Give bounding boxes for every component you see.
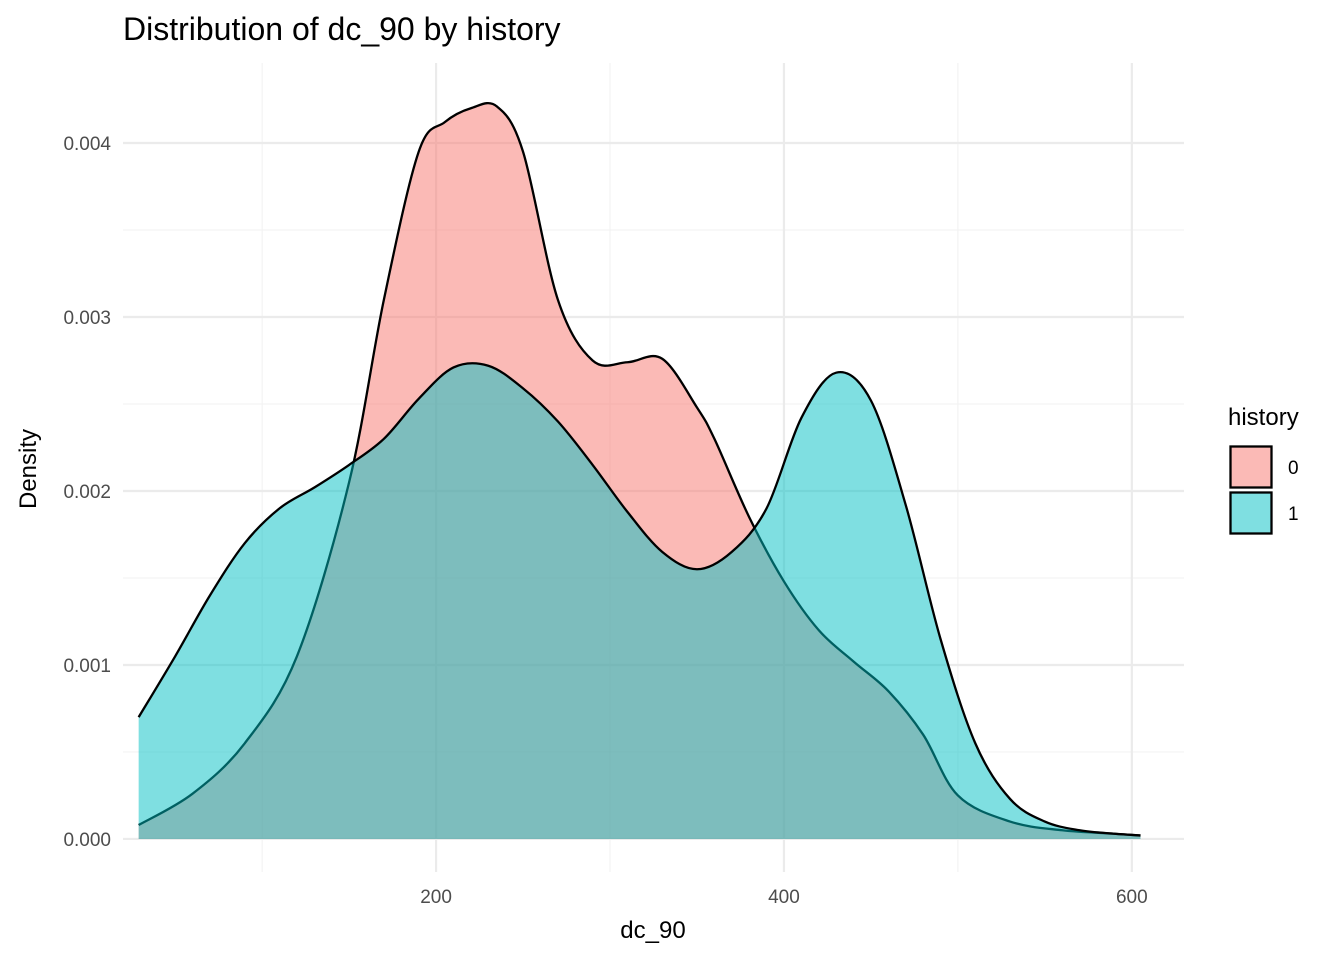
legend-items: 01	[1229, 445, 1299, 535]
density-area-1	[138, 363, 1141, 839]
y-tick-label: 0.003	[63, 308, 111, 329]
y-tick-label: 0.002	[63, 482, 111, 503]
axis-labels: 0.000 0.001 0.002 0.003 0.004 200 400 600	[63, 134, 1147, 908]
legend-label-1: 1	[1288, 504, 1299, 525]
legend-swatch-0	[1229, 445, 1273, 489]
legend-label-0: 0	[1288, 458, 1299, 479]
y-tick-label: 0.001	[63, 656, 111, 677]
legend-title: history	[1228, 404, 1299, 431]
x-tick-label: 600	[1116, 887, 1148, 908]
y-tick-label: 0.000	[63, 830, 111, 851]
legend-swatch-1	[1229, 491, 1273, 535]
y-tick-label: 0.004	[63, 134, 111, 155]
density-line-1	[137, 362, 1141, 837]
x-tick-label: 400	[768, 887, 800, 908]
series-layer	[137, 102, 1141, 839]
legend: history 01	[1228, 404, 1299, 535]
chart-title: Distribution of dc_90 by history	[123, 11, 561, 47]
x-axis-title: dc_90	[620, 917, 685, 944]
x-tick-label: 200	[420, 887, 452, 908]
y-axis-title: Density	[15, 429, 42, 509]
